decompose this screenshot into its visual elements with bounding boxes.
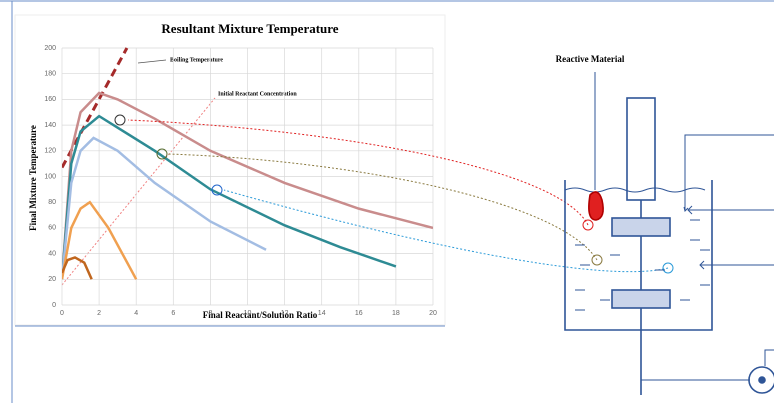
reactor: Reactive Material (556, 54, 774, 395)
x-tick-label: 6 (171, 310, 175, 317)
x-tick-label: 2 (97, 310, 101, 317)
x-tick-label: 18 (392, 310, 400, 317)
annotation: Initial Reactant Concentration (218, 91, 297, 97)
diagram-label: Reactive Material (556, 54, 625, 64)
pipe (684, 135, 774, 211)
impeller (612, 290, 670, 308)
y-tick-label: 40 (48, 250, 56, 257)
x-tick-label: 16 (355, 310, 363, 317)
chart-panel (15, 15, 445, 325)
pipe (765, 350, 774, 366)
chart-title: Resultant Mixture Temperature (161, 21, 338, 36)
x-tick-label: 14 (318, 310, 326, 317)
x-axis-label: Final Reactant/Solution Ratio (203, 310, 318, 320)
annotation: Boiling Temperature (170, 57, 223, 63)
x-tick-label: 0 (60, 310, 64, 317)
motor (627, 98, 655, 200)
y-axis-label: Final Mixture Temperature (28, 125, 38, 231)
y-tick-label: 160 (44, 96, 56, 103)
x-tick-label: 10 (244, 310, 252, 317)
y-tick-label: 20 (48, 276, 56, 283)
x-tick-label: 8 (208, 310, 212, 317)
y-tick-label: 180 (44, 71, 56, 78)
y-tick-label: 80 (48, 199, 56, 206)
impeller (612, 218, 670, 236)
reactive-material (589, 192, 603, 220)
x-tick-label: 20 (429, 310, 437, 317)
y-tick-label: 140 (44, 122, 56, 129)
screen: Resultant Mixture Temperature Final Reac… (0, 0, 774, 403)
y-tick-label: 100 (44, 173, 56, 180)
y-tick-label: 0 (52, 302, 56, 309)
page: {"chart_data": {"type": "line", "title":… (0, 0, 774, 408)
inlet (700, 261, 774, 269)
y-tick-label: 120 (44, 148, 56, 155)
y-tick-label: 60 (48, 225, 56, 232)
x-tick-label: 4 (134, 310, 138, 317)
liquid-surface (565, 188, 705, 192)
pump-center (759, 377, 765, 383)
x-tick-label: 12 (281, 310, 289, 317)
y-tick-label: 200 (44, 45, 56, 52)
inlet (688, 206, 774, 214)
